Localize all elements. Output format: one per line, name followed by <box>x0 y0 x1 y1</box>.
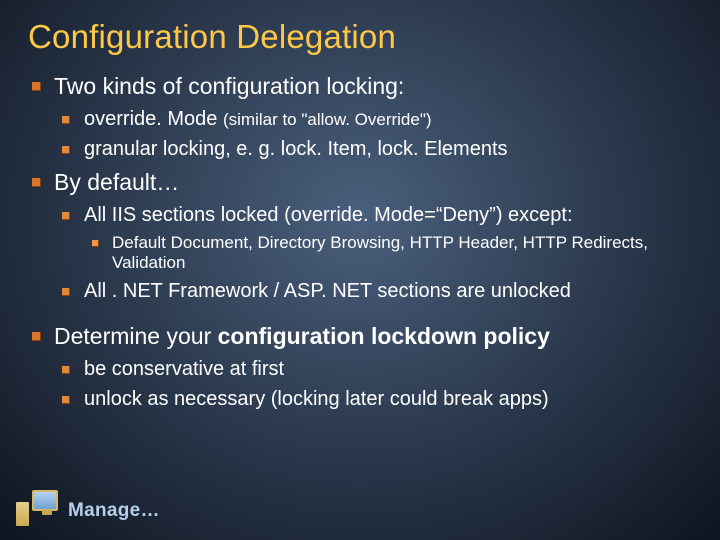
monitor-shape <box>32 490 58 511</box>
bullet-text: All . NET Framework / ASP. NET sections … <box>84 280 571 302</box>
bullet-l2: All IIS sections locked (override. Mode=… <box>84 203 692 274</box>
footer-label: Manage… <box>68 500 160 526</box>
computer-icon <box>14 490 58 526</box>
slide-title: Configuration Delegation <box>28 18 692 56</box>
footer: Manage… <box>14 490 160 526</box>
tower-shape <box>16 502 29 526</box>
bullet-l1: By default… All IIS sections locked (ove… <box>54 168 692 304</box>
bullet-sublist: All IIS sections locked (override. Mode=… <box>54 203 692 304</box>
bullet-l3: Default Document, Directory Browsing, HT… <box>112 233 692 274</box>
bullet-sublist: Default Document, Directory Browsing, HT… <box>84 233 692 274</box>
slide: Configuration Delegation Two kinds of co… <box>0 0 720 540</box>
bullet-text-bold: configuration lockdown policy <box>218 323 550 349</box>
bullet-text: granular locking, e. g. lock. Item, lock… <box>84 138 508 160</box>
bullet-text: unlock as necessary (locking later could… <box>84 388 549 410</box>
bullet-text: Default Document, Directory Browsing, HT… <box>112 233 648 273</box>
bullet-l2: be conservative at first <box>84 357 692 382</box>
bullet-text: All IIS sections locked (override. Mode=… <box>84 204 573 226</box>
bullet-text: Two kinds of configuration locking: <box>54 73 404 99</box>
bullet-text: By default… <box>54 169 179 195</box>
bullet-text-small: (similar to "allow. Override") <box>223 110 432 129</box>
bullet-sublist: override. Mode (similar to "allow. Overr… <box>54 107 692 162</box>
bullet-l1: Determine your configuration lockdown po… <box>54 322 692 412</box>
bullet-text: Determine your <box>54 323 218 349</box>
bullet-l2: unlock as necessary (locking later could… <box>84 387 692 412</box>
bullet-l2: All . NET Framework / ASP. NET sections … <box>84 279 692 304</box>
bullet-sublist: be conservative at first unlock as neces… <box>54 357 692 412</box>
bullet-l2: override. Mode (similar to "allow. Overr… <box>84 107 692 132</box>
bullet-l1: Two kinds of configuration locking: over… <box>54 72 692 162</box>
bullet-text: override. Mode <box>84 108 223 130</box>
bullet-list: Two kinds of configuration locking: over… <box>28 72 692 412</box>
bullet-l2: granular locking, e. g. lock. Item, lock… <box>84 137 692 162</box>
bullet-text: be conservative at first <box>84 358 284 380</box>
